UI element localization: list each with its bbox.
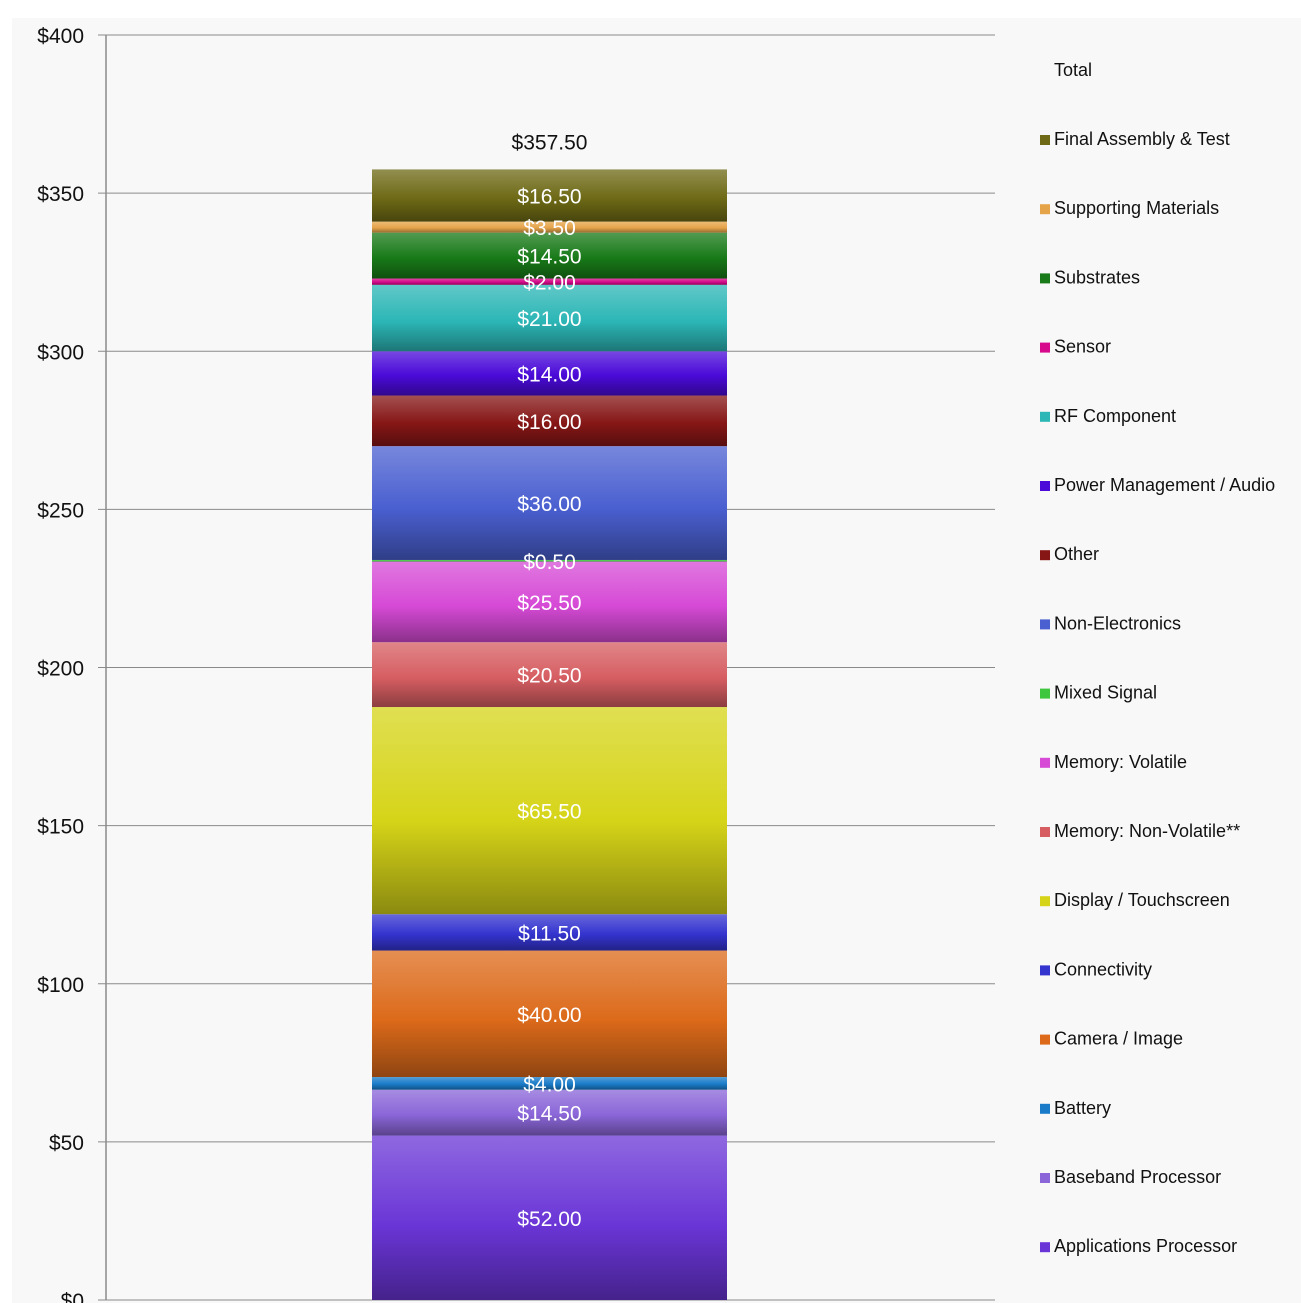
legend-item-label: Sensor — [1054, 337, 1111, 357]
bar-segment — [372, 950, 727, 1078]
legend-item-label: Connectivity — [1054, 959, 1152, 979]
bar-segment — [372, 351, 727, 396]
y-tick-label: $50 — [49, 1132, 84, 1155]
legend-item-label: Camera / Image — [1054, 1029, 1183, 1049]
bar-segment — [372, 914, 727, 951]
legend-swatch — [1040, 481, 1050, 491]
segment-value-label: $65.50 — [517, 801, 581, 824]
bar-segment — [372, 169, 727, 222]
legend-swatch — [1040, 411, 1050, 422]
y-tick-label: $200 — [37, 658, 84, 681]
legend-item-label: Substrates — [1054, 267, 1140, 287]
legend-item-label: Non-Electronics — [1054, 613, 1181, 633]
legend-swatch — [1040, 135, 1050, 145]
total-value-label: $357.50 — [512, 131, 588, 154]
bar-segment — [372, 559, 727, 562]
bar-segment — [372, 278, 727, 285]
legend-item-label: Battery — [1054, 1098, 1111, 1118]
y-tick-label: $0 — [61, 1290, 84, 1303]
segment-value-label: $40.00 — [517, 1004, 581, 1027]
bar-segment — [372, 1135, 727, 1300]
legend-swatch — [1040, 1103, 1050, 1114]
y-tick-label: $400 — [37, 25, 84, 48]
bar-segment — [372, 707, 727, 915]
segment-value-label: $4.00 — [523, 1073, 576, 1096]
bar-stack — [372, 169, 727, 1300]
y-tick-label: $250 — [37, 499, 84, 522]
legend-swatch — [1040, 757, 1050, 768]
legend-item-label: Power Management / Audio — [1054, 475, 1275, 495]
y-tick-label: $300 — [37, 341, 84, 364]
legend-swatch — [1040, 1242, 1050, 1253]
bar-segment — [372, 232, 727, 279]
bar-segment — [372, 284, 727, 352]
segment-value-label: $11.50 — [518, 922, 581, 945]
bar-segment — [372, 446, 727, 560]
legend-item-label: Supporting Materials — [1054, 198, 1219, 218]
bar-segment — [372, 221, 727, 233]
bar-segment — [372, 395, 727, 447]
legend-swatch — [1040, 342, 1050, 353]
y-tick-label: $150 — [37, 816, 84, 839]
segment-value-label: $16.50 — [517, 185, 581, 208]
segment-value-label: $20.50 — [517, 665, 581, 688]
y-tick-label: $350 — [37, 183, 84, 206]
legend-swatch — [1040, 550, 1050, 561]
segment-value-label: $21.00 — [517, 308, 581, 331]
legend-swatch — [1040, 204, 1050, 215]
y-tick-label: $100 — [37, 974, 84, 997]
legend-item-label: Mixed Signal — [1054, 683, 1157, 703]
bar-segment — [372, 1077, 727, 1090]
legend-item-label: Applications Processor — [1054, 1236, 1237, 1256]
segment-value-label: $0.50 — [523, 551, 576, 574]
legend-swatch — [1040, 619, 1050, 630]
segment-value-label: $2.00 — [523, 272, 576, 295]
legend-swatch — [1040, 965, 1050, 976]
segment-value-label: $3.50 — [523, 217, 576, 240]
legend-item-label: Memory: Non-Volatile** — [1054, 821, 1240, 841]
segment-value-label: $25.50 — [517, 592, 581, 615]
legend-swatch — [1040, 896, 1050, 907]
legend: Total Final Assembly & Test Supporting Mat… — [1040, 60, 1275, 1256]
segment-value-label: $14.50 — [517, 1103, 581, 1126]
legend-item-label: RF Component — [1054, 406, 1176, 426]
legend-swatch — [1040, 1173, 1050, 1183]
segment-value-label: $14.50 — [517, 246, 581, 269]
segment-value-label: $36.00 — [517, 493, 581, 516]
legend-item-label: Baseband Processor — [1054, 1167, 1221, 1187]
legend-swatch — [1040, 688, 1050, 699]
segment-value-label: $16.00 — [517, 411, 581, 434]
legend-title: Total — [1054, 60, 1092, 80]
legend-item-label: Display / Touchscreen — [1054, 890, 1230, 910]
legend-item-label: Other — [1054, 544, 1099, 564]
legend-swatch — [1040, 1034, 1050, 1045]
legend-item-label: Final Assembly & Test — [1054, 129, 1230, 149]
legend-item-label: Memory: Volatile — [1054, 752, 1187, 772]
data-labels: $52.00 $14.50 $4.00 $40.00 $11.50 $65.50 $20.5… — [512, 131, 588, 1230]
legend-swatch — [1040, 827, 1050, 837]
legend-swatch — [1040, 273, 1050, 284]
bar-segment — [372, 1089, 727, 1136]
bar-segment — [372, 561, 727, 643]
segment-value-label: $14.00 — [517, 363, 581, 386]
bar-segment — [372, 642, 727, 708]
segment-value-label: $52.00 — [517, 1208, 581, 1231]
